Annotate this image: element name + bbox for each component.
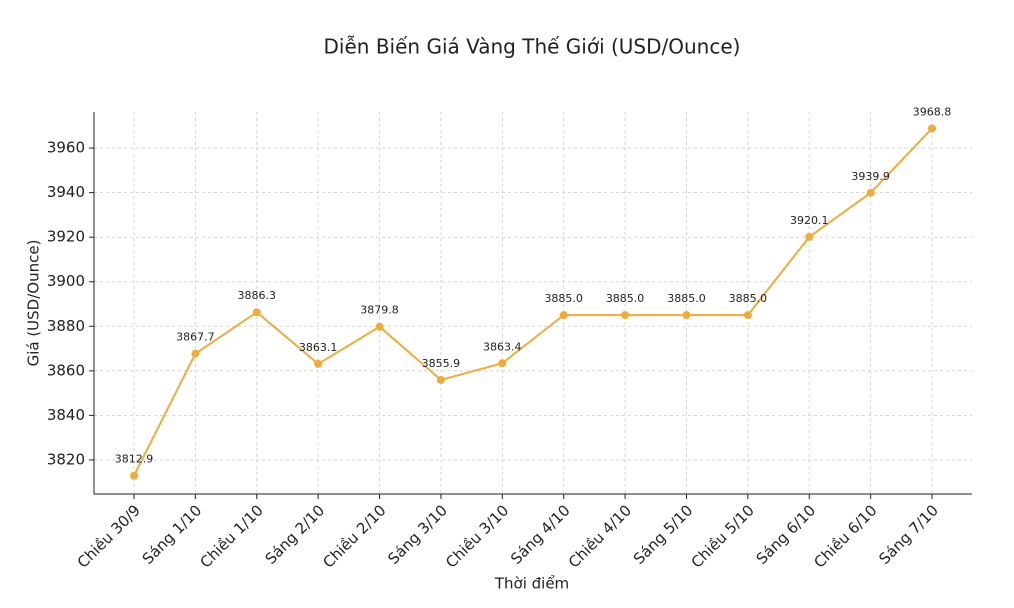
x-tick-label: Sáng 3/10 [384,501,451,568]
x-tick-label: Sáng 1/10 [139,501,206,568]
y-tick-label: 3820 [47,450,85,468]
data-label: 3885.0 [667,292,706,305]
x-tick-label: Sáng 2/10 [262,501,329,568]
data-label: 3939.9 [851,170,890,183]
point [928,124,936,133]
point [805,232,814,241]
x-tick-label: Chiều 3/10 [442,501,512,571]
data-label: 3968.8 [913,105,952,118]
y-tick-label: 3960 [47,139,85,157]
x-tick-label: Chiều 1/10 [197,501,267,571]
x-tick-label: Sáng 7/10 [875,501,942,568]
y-tick-label: 3940 [47,183,85,201]
data-label: 3920.1 [790,214,829,227]
data-label: 3885.0 [606,292,645,305]
x-tick-label: Sáng 6/10 [753,501,820,568]
data-label: 3879.8 [360,304,399,317]
point [252,308,261,317]
point [498,359,507,368]
x-tick-label: Chiều 5/10 [688,501,758,571]
x-tick-label: Chiều 30/9 [74,501,144,571]
point [559,311,568,320]
y-tick-label: 3840 [47,406,85,424]
x-tick-label: Sáng 5/10 [630,501,697,568]
chart-title: Diễn Biến Giá Vàng Thế Giới (USD/Ounce) [324,35,741,59]
data-label: 3885.0 [729,292,768,305]
point [314,359,323,368]
x-axis-label: Thời điểm [494,575,569,593]
y-tick-label: 3880 [47,317,85,335]
x-tick-label: Sáng 4/10 [507,501,574,568]
x-tick-label: Chiều 6/10 [810,501,880,571]
x-tick-label: Chiều 4/10 [565,501,635,571]
data-label: 3886.3 [238,289,277,302]
point [682,311,691,320]
point [191,349,200,358]
point [743,311,752,320]
data-label: 3867.7 [176,331,215,344]
point [621,311,630,320]
data-label: 3863.1 [299,341,338,354]
data-label: 3812.9 [115,453,154,466]
y-tick-label: 3900 [47,272,85,290]
point [436,375,445,384]
point [375,322,384,331]
y-tick-label: 3860 [47,361,85,379]
point [130,471,138,480]
data-label: 3855.9 [422,357,461,370]
point [866,188,875,197]
data-label: 3863.4 [483,340,522,353]
line [133,127,933,477]
x-tick-label: Chiều 2/10 [319,501,389,571]
y-axis-label: Giá (USD/Ounce) [25,240,43,367]
y-tick-label: 3920 [47,228,85,246]
data-label: 3885.0 [544,292,583,305]
